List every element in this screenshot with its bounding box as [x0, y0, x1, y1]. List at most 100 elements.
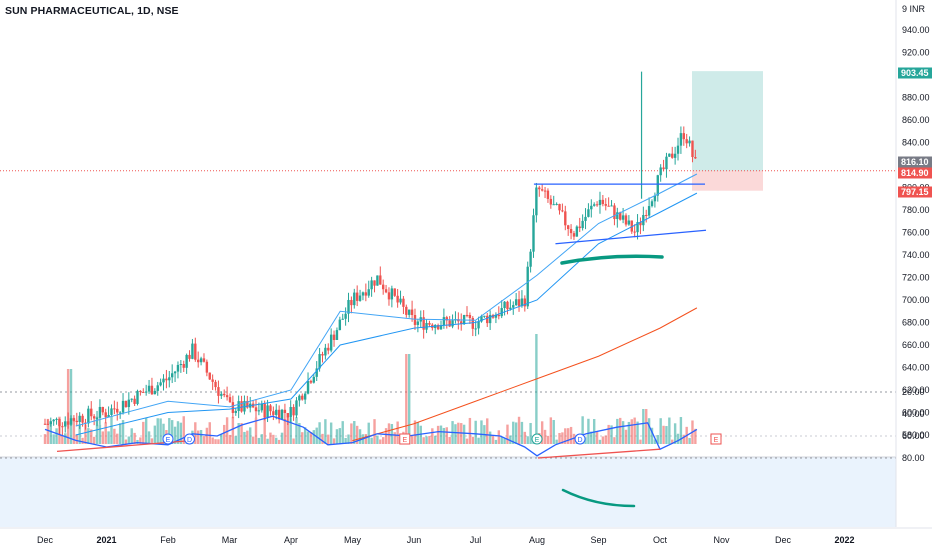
- candle-body: [228, 397, 232, 403]
- price-tick-label: 700.00: [902, 295, 930, 305]
- candle-body: [526, 266, 529, 307]
- volume-bar: [49, 421, 52, 444]
- price-tag-label: 816.10: [901, 157, 929, 167]
- volume-bar: [624, 429, 628, 444]
- volume-bar: [228, 434, 232, 444]
- candle-body: [624, 215, 628, 225]
- volume-bar: [434, 435, 437, 444]
- rsi-tick-label: 20.00: [902, 387, 925, 397]
- candle-body: [144, 391, 148, 393]
- candle-body: [324, 347, 327, 356]
- candle-body: [682, 133, 686, 140]
- candle-body: [451, 320, 454, 327]
- volume-bar: [173, 426, 177, 444]
- volume-bar: [286, 416, 290, 444]
- volume-bar: [439, 425, 443, 444]
- volume-bar: [422, 437, 425, 444]
- volume-bar: [298, 423, 301, 444]
- volume-bar: [474, 420, 477, 444]
- volume-bar: [75, 434, 78, 444]
- candle-body: [373, 280, 376, 286]
- volume-bar: [55, 428, 58, 444]
- candle-body: [558, 203, 561, 211]
- price-tag: [898, 167, 932, 179]
- candle-body: [240, 401, 243, 412]
- volume-bar: [251, 436, 255, 444]
- price-tick-label: 840.00: [902, 138, 930, 148]
- volume-bar: [64, 433, 67, 444]
- price-tick-label: 600.00: [902, 408, 930, 418]
- time-axis-label: Jun: [407, 535, 422, 545]
- volume-bar: [240, 422, 243, 444]
- volume-bar: [61, 435, 64, 444]
- event-badge-label: D: [187, 437, 192, 444]
- volume-bar: [601, 436, 605, 444]
- candle-body: [500, 308, 503, 317]
- candle-body: [182, 364, 185, 368]
- volume-bar: [387, 423, 391, 444]
- volume-bar: [408, 354, 411, 444]
- candle-body: [127, 399, 131, 408]
- moving-average-line: [352, 307, 698, 442]
- volume-bar: [396, 421, 399, 444]
- volume-bar: [486, 418, 489, 444]
- volume-bar: [124, 439, 128, 444]
- volume-bar: [364, 434, 368, 444]
- candle-body: [428, 322, 431, 325]
- volume-bar: [569, 426, 573, 444]
- candle-body: [598, 199, 602, 206]
- candle-body: [647, 206, 651, 216]
- candle-body: [665, 156, 668, 170]
- candle-body: [81, 415, 84, 423]
- candle-body: [477, 321, 480, 329]
- candle-body: [520, 298, 524, 307]
- price-tick-label: 940.00: [902, 25, 930, 35]
- candle-body: [668, 153, 671, 157]
- candle-body: [569, 228, 573, 234]
- volume-bar: [118, 423, 122, 444]
- volume-bar: [225, 417, 229, 444]
- volume-bar: [144, 417, 148, 444]
- candle-body: [370, 280, 373, 290]
- volume-bar: [381, 437, 385, 444]
- candle-body: [425, 322, 428, 330]
- candle-body: [460, 321, 463, 325]
- volume-bar: [373, 419, 376, 444]
- volume-bar: [627, 421, 631, 444]
- candle-body: [448, 320, 451, 327]
- price-tag: [898, 156, 932, 168]
- candle-body: [645, 214, 648, 216]
- candle-body: [656, 175, 659, 196]
- candle-body: [364, 292, 368, 296]
- volume-bar: [358, 429, 362, 444]
- volume-bar: [523, 431, 527, 444]
- volume-bar: [477, 437, 480, 444]
- candle-body: [110, 408, 113, 416]
- rsi-tick-label: 80.00: [902, 453, 925, 463]
- volume-bar: [327, 434, 330, 444]
- volume-bar: [676, 433, 680, 444]
- volume-bar: [590, 431, 593, 444]
- volume-bar: [280, 432, 284, 444]
- price-tick-label: 640.00: [902, 363, 930, 373]
- volume-bar: [301, 432, 304, 444]
- volume-bar: [127, 436, 131, 444]
- candle-body: [269, 405, 272, 412]
- volume-bar: [514, 422, 518, 444]
- volume-bar: [43, 434, 47, 444]
- volume-bar: [58, 416, 61, 444]
- volume-bar: [647, 418, 651, 444]
- volume-bar: [509, 435, 512, 444]
- volume-bar: [488, 431, 492, 444]
- candle-body: [315, 368, 318, 377]
- candle-body: [55, 418, 58, 420]
- candle-body: [301, 395, 304, 400]
- candle-body: [474, 328, 477, 330]
- volume-bar: [376, 435, 379, 444]
- volume-bar: [52, 434, 55, 444]
- event-badge: [710, 433, 722, 445]
- volume-bar: [555, 439, 558, 444]
- volume-bar: [202, 436, 206, 444]
- candle-body: [381, 284, 385, 290]
- candles: [43, 126, 697, 436]
